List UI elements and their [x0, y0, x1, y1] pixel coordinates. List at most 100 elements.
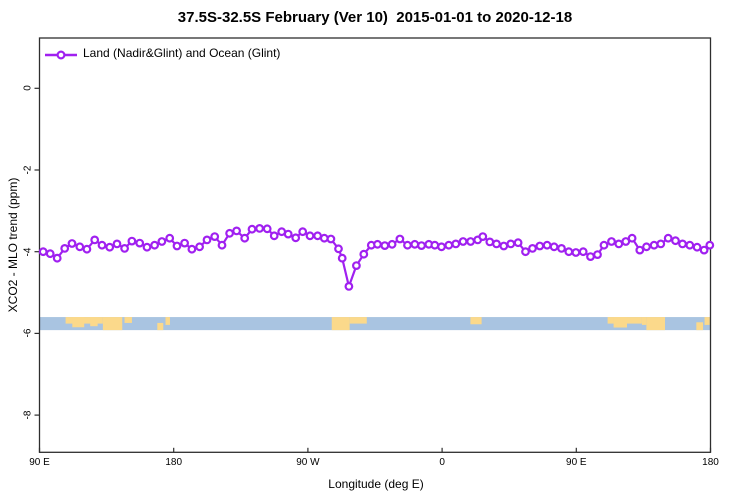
data-point [262, 224, 272, 234]
data-point [635, 245, 645, 255]
map-strip-ocean [39, 317, 711, 331]
data-point [678, 239, 687, 249]
data-point [663, 233, 673, 243]
y-axis-label: XCO2 - MLO trend (ppm) [6, 177, 20, 313]
data-point [202, 235, 212, 245]
data-point [627, 233, 637, 243]
data-point [593, 250, 602, 260]
data-line [42, 227, 711, 288]
data-point [521, 247, 530, 257]
data-point [352, 261, 361, 271]
data-point [485, 237, 495, 247]
data-point [240, 233, 250, 243]
data-point [255, 223, 265, 233]
data-point [671, 236, 680, 246]
data-point [269, 231, 279, 241]
y-tick-label: 0 [22, 85, 34, 92]
x-tick-label: 90 E [566, 457, 587, 468]
data-point [298, 227, 308, 237]
data-point [549, 242, 559, 252]
data-point [492, 239, 501, 249]
data-point [542, 240, 552, 250]
map-strip-land-patch [124, 317, 132, 323]
data-point [557, 243, 566, 253]
data-point [395, 234, 405, 244]
data-point [685, 240, 695, 250]
map-strip-land-patch [65, 317, 103, 324]
data-point [334, 244, 343, 254]
data-point [705, 240, 715, 250]
map-strip-land-patch [696, 322, 704, 331]
data-point [105, 242, 115, 252]
data-point [180, 238, 190, 248]
data-point [528, 243, 537, 253]
data-point [499, 241, 509, 251]
data-point [291, 233, 301, 243]
data-point [97, 240, 107, 250]
data-point [38, 247, 48, 257]
data-point [225, 228, 235, 238]
map-strip-land-patch [646, 317, 666, 331]
data-point [45, 249, 55, 259]
data-point [417, 241, 426, 251]
data-point [82, 244, 92, 254]
x-tick-label: 90 W [296, 457, 320, 468]
data-point [444, 240, 454, 250]
data-point [437, 242, 446, 252]
data-point [430, 240, 440, 250]
map-strip-land-patch [102, 317, 123, 331]
data-point [614, 239, 624, 249]
data-point [217, 240, 227, 250]
x-tick-label: 180 [702, 457, 719, 468]
data-point [359, 249, 369, 259]
data-point [150, 240, 160, 250]
data-point [305, 231, 315, 241]
data-point [535, 241, 545, 251]
data-point [586, 252, 595, 262]
data-point [283, 229, 293, 239]
data-point [656, 239, 666, 249]
data-point [112, 239, 122, 249]
data-point [135, 238, 145, 248]
data-point [478, 232, 488, 242]
data-point [403, 240, 412, 250]
data-point [52, 253, 62, 263]
data-point [642, 242, 651, 252]
x-axis-label: Longitude (deg E) [328, 477, 424, 491]
map-strip-land-patch [72, 317, 85, 328]
data-point [373, 239, 382, 249]
data-point [195, 242, 205, 252]
data-point [75, 242, 85, 252]
map-strip-land-patch [349, 317, 367, 324]
legend-marker-icon [45, 50, 77, 60]
data-point [564, 247, 574, 257]
map-strip-land-patch [90, 317, 98, 327]
data-point [172, 241, 182, 251]
data-point [458, 237, 468, 246]
data-point [466, 237, 476, 246]
map-strip-land-patch [613, 317, 627, 328]
data-point [247, 224, 257, 234]
data-point [578, 247, 588, 257]
x-tick-label: 180 [165, 457, 183, 468]
data-point [513, 238, 523, 248]
data-point [506, 239, 516, 249]
data-point [692, 242, 702, 252]
data-point [387, 239, 397, 249]
data-point [232, 226, 242, 236]
data-point [607, 237, 616, 246]
y-tick-label: -4 [22, 247, 34, 257]
data-point [344, 282, 354, 291]
data-point [337, 253, 347, 263]
data-point [571, 248, 581, 257]
data-point [187, 244, 197, 254]
y-tick-label: -8 [22, 410, 34, 420]
y-tick-label: -6 [22, 328, 34, 338]
data-point [157, 237, 167, 246]
data-point [621, 237, 631, 246]
data-point [326, 234, 336, 244]
map-strip-land-patch [157, 322, 164, 331]
data-point [60, 243, 70, 253]
data-point [127, 236, 137, 246]
data-point [451, 239, 461, 249]
